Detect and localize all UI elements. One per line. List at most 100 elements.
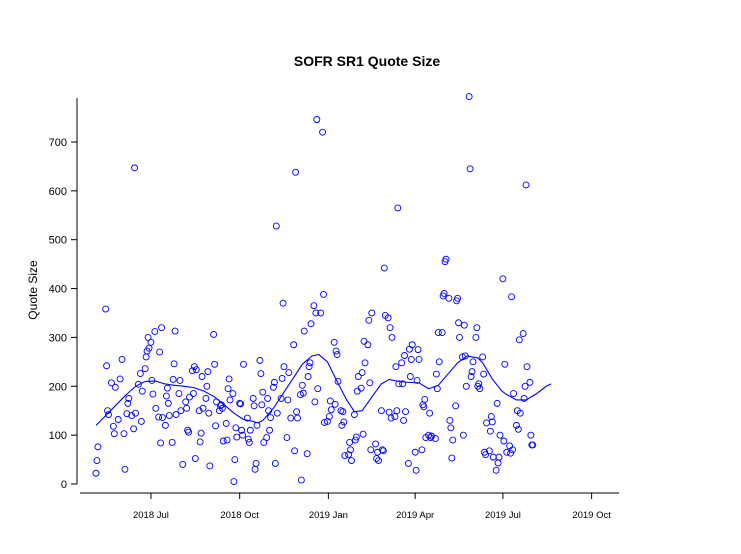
data-point — [487, 413, 495, 421]
y-tick-label: 600 — [49, 186, 67, 198]
y-tick-label: 700 — [49, 137, 67, 149]
data-point — [250, 402, 258, 410]
data-point — [155, 413, 163, 421]
data-point — [501, 360, 509, 368]
data-point — [265, 407, 273, 415]
data-point — [251, 465, 259, 473]
data-point — [157, 439, 165, 447]
data-point — [447, 424, 455, 432]
data-point — [368, 309, 376, 317]
data-point — [206, 462, 214, 470]
data-point — [195, 407, 203, 415]
data-point — [475, 380, 483, 388]
data-point — [392, 363, 400, 371]
data-point — [438, 329, 446, 336]
data-point — [364, 341, 372, 349]
data-point — [455, 319, 462, 327]
data-point — [467, 373, 475, 380]
data-point — [346, 439, 354, 446]
data-point — [278, 375, 286, 382]
data-point — [446, 417, 454, 424]
data-point — [239, 431, 247, 439]
data-point — [469, 358, 477, 366]
data-point — [259, 388, 267, 396]
data-point — [391, 413, 399, 421]
data-point — [456, 333, 463, 341]
data-point — [114, 416, 122, 423]
data-point — [378, 446, 386, 454]
data-point — [256, 356, 264, 364]
data-point — [448, 454, 456, 462]
data-point — [488, 418, 496, 426]
data-point — [197, 429, 205, 437]
data-point — [384, 314, 392, 322]
smoothed-trend-line — [95, 353, 552, 426]
data-point — [468, 368, 476, 376]
data-point — [175, 390, 183, 398]
data-point — [293, 408, 301, 416]
data-point — [338, 421, 346, 429]
data-point — [151, 328, 159, 335]
data-point — [412, 466, 420, 474]
data-point — [358, 369, 366, 377]
data-point — [332, 347, 340, 355]
data-point — [413, 376, 421, 384]
data-point — [213, 398, 220, 406]
data-point — [333, 351, 341, 358]
data-point — [229, 390, 237, 398]
data-point — [351, 436, 359, 444]
data-point — [320, 290, 328, 298]
data-point — [399, 380, 407, 388]
data-point — [445, 294, 453, 302]
data-point — [461, 352, 469, 360]
data-point — [217, 401, 225, 409]
data-point — [94, 443, 102, 451]
data-point — [406, 373, 414, 380]
data-point — [507, 449, 515, 457]
data-point — [290, 341, 298, 349]
data-point — [279, 299, 287, 307]
data-point — [465, 93, 473, 100]
data-point — [341, 452, 349, 460]
data-point — [244, 435, 252, 443]
data-point — [179, 461, 187, 468]
data-point — [519, 330, 527, 337]
data-point — [124, 399, 132, 407]
data-point — [527, 431, 535, 439]
data-point — [188, 367, 196, 375]
data-point — [161, 421, 169, 429]
data-point — [319, 128, 327, 136]
data-point — [284, 396, 292, 404]
data-point — [454, 294, 462, 302]
data-point — [380, 264, 388, 272]
data-point — [199, 404, 207, 412]
data-point — [452, 402, 460, 410]
data-point — [311, 398, 319, 406]
data-point — [401, 352, 408, 359]
x-tick-label: 2018 Jul — [133, 510, 169, 521]
data-point — [252, 460, 260, 467]
data-point — [360, 337, 368, 345]
data-point — [404, 460, 412, 467]
data-point — [270, 378, 278, 386]
data-point — [449, 436, 457, 444]
y-axis-label: Quote Size — [26, 260, 40, 320]
data-point — [253, 421, 261, 429]
data-point — [283, 434, 291, 442]
data-point — [240, 360, 247, 368]
data-point — [223, 436, 231, 444]
data-point — [459, 431, 467, 439]
data-point — [514, 425, 522, 433]
data-point — [386, 324, 394, 332]
data-point — [136, 370, 144, 378]
data-point — [305, 363, 313, 371]
data-point — [503, 448, 511, 456]
data-point — [442, 255, 450, 263]
data-point — [334, 377, 342, 385]
data-point — [182, 398, 190, 406]
data-point — [523, 363, 531, 371]
data-point — [168, 439, 176, 446]
data-point — [420, 403, 428, 411]
x-tick-label: 2019 Jan — [309, 510, 348, 521]
data-point — [387, 414, 395, 422]
